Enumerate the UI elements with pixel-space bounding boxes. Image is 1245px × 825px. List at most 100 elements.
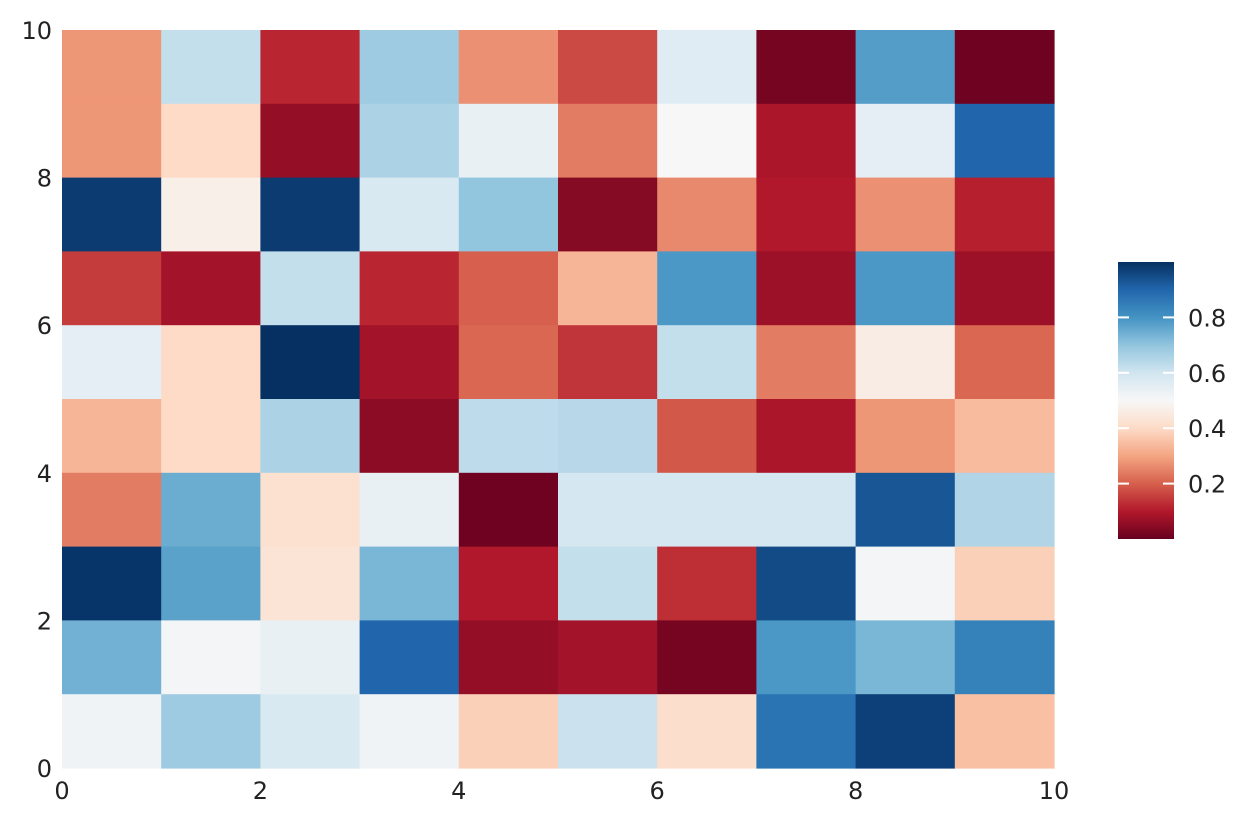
heatmap-cell <box>458 546 559 621</box>
heatmap-cell <box>260 177 361 252</box>
heatmap-cell <box>161 620 261 695</box>
heatmap-cell <box>954 177 1055 252</box>
heatmap-cell <box>458 620 559 695</box>
heatmap-cell <box>756 399 857 474</box>
heatmap-cell <box>657 325 757 400</box>
heatmap-cell <box>954 399 1055 474</box>
heatmap-cell <box>260 620 361 695</box>
heatmap-cell <box>657 251 757 326</box>
heatmap-cell <box>954 694 1055 769</box>
heatmap-cell <box>260 472 361 548</box>
heatmap-cell <box>657 546 757 621</box>
heatmap-cell <box>260 325 361 400</box>
x-tick-label: 4 <box>451 777 466 805</box>
heatmap-cell <box>657 399 757 474</box>
heatmap-cell <box>359 251 460 326</box>
heatmap-cell <box>756 472 857 548</box>
heatmap-cell <box>657 177 757 252</box>
heatmap-cell <box>62 251 162 326</box>
heatmap-cell <box>161 399 261 474</box>
heatmap-cell <box>558 472 658 548</box>
heatmap-cell <box>855 177 956 252</box>
y-tick-label: 6 <box>37 312 52 340</box>
heatmap-cell <box>558 399 658 474</box>
heatmap-cell <box>855 546 956 621</box>
heatmap-cell <box>161 251 261 326</box>
x-tick-label: 2 <box>253 777 268 805</box>
heatmap-cell <box>558 620 658 695</box>
heatmap-cell <box>62 472 162 548</box>
heatmap-cell <box>458 103 559 179</box>
heatmap-cell <box>855 399 956 474</box>
heatmap-cell <box>756 177 857 252</box>
colorbar-tick-label: 0.8 <box>1188 304 1226 332</box>
heatmap-cell <box>954 251 1055 326</box>
heatmap-cell <box>359 694 460 769</box>
heatmap-cell <box>359 472 460 548</box>
heatmap-cell <box>260 546 361 621</box>
heatmap-cell <box>855 325 956 400</box>
heatmap-cell <box>558 177 658 252</box>
heatmap-cell <box>558 251 658 326</box>
heatmap-cell <box>458 325 559 400</box>
heatmap-cell <box>161 546 261 621</box>
heatmap-cell <box>657 103 757 179</box>
colorbar-tick-label: 0.4 <box>1188 415 1226 443</box>
heatmap-cell <box>161 325 261 400</box>
colorbar-gradient <box>1118 262 1174 539</box>
colorbar: 0.2 0.4 0.6 0.8 <box>1118 262 1226 539</box>
heatmap-cell <box>161 30 261 105</box>
heatmap-cell <box>458 399 559 474</box>
heatmap-cell <box>359 399 460 474</box>
heatmap-cell <box>359 325 460 400</box>
heatmap-cell <box>161 103 261 179</box>
heatmap-cell <box>558 30 658 105</box>
heatmap-cell <box>855 620 956 695</box>
heatmap-cell <box>260 30 361 105</box>
y-axis-ticks: 0 2 4 6 8 10 <box>21 17 52 783</box>
heatmap-cell <box>458 472 559 548</box>
heatmap-cell <box>359 546 460 621</box>
y-tick-label: 8 <box>37 165 52 193</box>
heatmap-cell <box>657 472 757 548</box>
colorbar-tick-label: 0.2 <box>1188 471 1226 499</box>
y-tick-label: 0 <box>37 755 52 783</box>
y-tick-label: 4 <box>37 460 52 488</box>
heatmap-cell <box>558 325 658 400</box>
heatmap-cell <box>756 103 857 179</box>
heatmap-cell <box>855 472 956 548</box>
heatmap-cell <box>62 30 162 105</box>
heatmap-cell <box>62 103 162 179</box>
heatmap-cell <box>954 620 1055 695</box>
heatmap-cells <box>62 30 1055 769</box>
heatmap-cell <box>62 399 162 474</box>
heatmap-cell <box>458 694 559 769</box>
heatmap-cell <box>359 177 460 252</box>
heatmap-cell <box>855 694 956 769</box>
heatmap-cell <box>359 103 460 179</box>
heatmap-cell <box>161 177 261 252</box>
heatmap-cell <box>260 399 361 474</box>
heatmap-cell <box>756 30 857 105</box>
heatmap-cell <box>756 325 857 400</box>
heatmap-cell <box>954 546 1055 621</box>
heatmap-cell <box>458 251 559 326</box>
heatmap-cell <box>458 30 559 105</box>
heatmap-cell <box>855 30 956 105</box>
heatmap-cell <box>657 694 757 769</box>
heatmap-cell <box>359 30 460 105</box>
heatmap-cell <box>855 103 956 179</box>
heatmap-cell <box>359 620 460 695</box>
heatmap-cell <box>62 177 162 252</box>
heatmap-cell <box>558 103 658 179</box>
heatmap-cell <box>954 30 1055 105</box>
heatmap-cell <box>161 472 261 548</box>
heatmap-cell <box>62 694 162 769</box>
y-tick-label: 2 <box>37 607 52 635</box>
heatmap-cell <box>855 251 956 326</box>
x-tick-label: 8 <box>848 777 863 805</box>
x-tick-label: 0 <box>54 777 69 805</box>
x-tick-label: 6 <box>650 777 665 805</box>
heatmap-cell <box>756 620 857 695</box>
heatmap-cell <box>657 30 757 105</box>
